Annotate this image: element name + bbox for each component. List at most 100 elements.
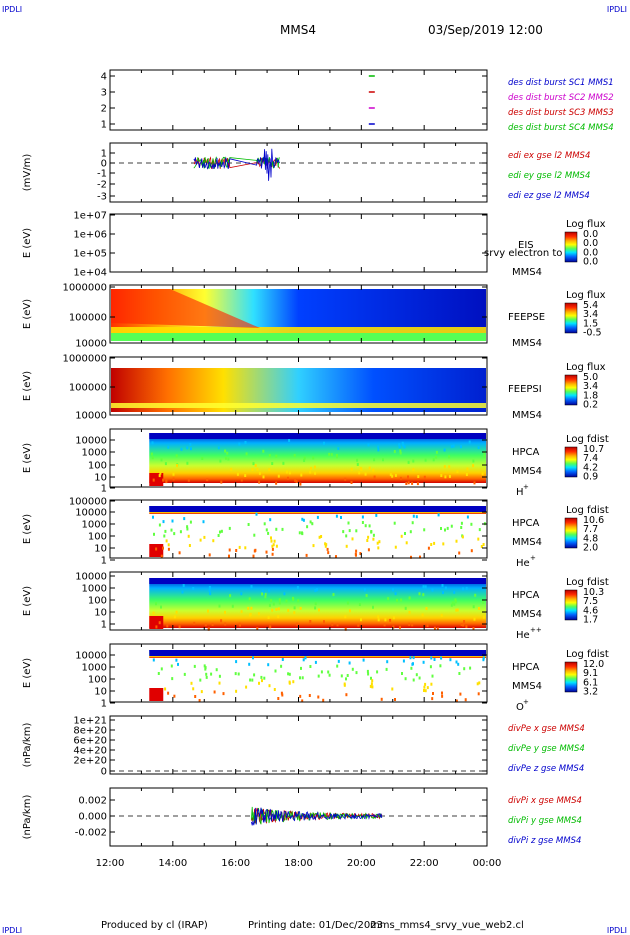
ytick-label: 1000 xyxy=(82,448,107,459)
spectrogram-pixel xyxy=(248,662,251,666)
spectrogram-pixel xyxy=(408,622,411,626)
spectrogram-pixel xyxy=(368,466,371,470)
spectrogram-pixel xyxy=(483,454,486,458)
spectrogram-pixel xyxy=(337,447,340,450)
colorbar-label: 1.7 xyxy=(583,615,598,626)
colorbar-label: 7.4 xyxy=(583,453,598,464)
spectrogram-pixel xyxy=(450,603,453,607)
spectrogram-pixel xyxy=(481,472,484,476)
ylabel: (nPa/km) xyxy=(22,795,33,840)
footer-printing-date: Printing date: 01/Dec/2023 xyxy=(248,920,384,931)
spectrogram-pixel xyxy=(422,660,425,664)
spectrogram-pixel xyxy=(175,658,178,662)
spectrogram-pixel xyxy=(424,458,427,462)
spectrogram-pixel xyxy=(408,610,411,614)
time-tick-label: 14:00 xyxy=(158,858,187,869)
spectrogram-pixel xyxy=(217,446,220,450)
spectrogram-top-band xyxy=(149,650,487,656)
ytick-label: 100000 xyxy=(69,313,107,324)
spectrogram-pixel xyxy=(372,605,374,609)
ytick-label: 1000 xyxy=(82,520,107,531)
spectrogram-pixel xyxy=(288,471,291,475)
spectrogram-pixel xyxy=(256,467,259,471)
spectrogram-pixel xyxy=(258,681,260,685)
ylabel: E (eV) xyxy=(22,586,33,616)
spectrogram-pixel xyxy=(240,610,243,614)
spectrogram-pixel xyxy=(458,551,461,555)
spectrogram-pixel xyxy=(336,623,339,627)
spectrogram-pixel xyxy=(325,543,328,547)
panel-frame xyxy=(109,142,488,203)
spectrogram-pixel xyxy=(171,677,174,681)
spectrogram-pixel xyxy=(292,597,295,601)
spectrogram-pixel xyxy=(336,664,339,668)
spectrogram-pixel xyxy=(454,598,457,602)
spectrogram-pixel xyxy=(275,454,278,458)
spectrogram-pixel xyxy=(393,450,396,454)
spectrogram-pixel xyxy=(271,462,274,465)
instrument-label: FEEPSE xyxy=(508,312,545,323)
spectrogram-pixel xyxy=(460,445,462,449)
ytick-label: 6e+20 xyxy=(73,736,107,747)
ylabel: E (eV) xyxy=(22,443,33,473)
colorbar-label: 10.7 xyxy=(583,444,604,455)
spectrogram-pixel xyxy=(404,677,407,681)
spectrogram-pixel xyxy=(478,681,481,685)
spectrogram-fill xyxy=(149,578,487,628)
species-charge: + xyxy=(530,554,536,562)
spectrogram-pixel xyxy=(217,534,220,537)
spectrogram-pixel xyxy=(393,521,396,525)
spectrogram-pixel xyxy=(234,672,237,676)
spectrogram-pixel xyxy=(256,627,259,631)
spectrogram-pixel xyxy=(263,676,266,680)
spectrogram-pixel xyxy=(377,546,380,550)
spectrogram-pixel xyxy=(220,529,223,533)
spectrogram-pixel xyxy=(431,697,434,701)
spectrogram-pixel xyxy=(436,627,439,631)
spectrogram-pixel xyxy=(224,610,226,614)
spectrogram-pixel xyxy=(244,546,247,550)
spectrogram-pixel xyxy=(175,454,178,458)
panel-feepse: 1000000 100000 10000 E (eV) FEEPSE MMS4 Log fl… xyxy=(22,283,606,350)
spectrogram-pixel xyxy=(383,623,386,627)
spectrogram-pixel xyxy=(189,443,192,446)
spectrogram-pixel xyxy=(373,458,376,462)
spectrogram-pixel xyxy=(240,478,243,482)
ytick-label: 4 xyxy=(101,72,107,83)
spectrogram-pixel xyxy=(189,520,192,524)
spectrogram-pixel xyxy=(310,466,312,470)
species-label: He xyxy=(516,558,530,569)
spectrogram-pixel xyxy=(411,662,414,666)
spectrogram-pixel xyxy=(472,605,475,609)
spectrogram-pixel xyxy=(394,592,397,596)
panel-divpi: 0.002 0.000 -0.002 (nPa/km) divPi x gse MMS4… xyxy=(22,787,582,847)
spectrogram-pixel xyxy=(405,541,408,545)
spectrogram-pixel xyxy=(412,459,415,463)
spectrogram-pixel xyxy=(358,603,361,606)
spectrogram-pixel xyxy=(356,458,359,462)
spectrogram-pixel xyxy=(235,689,238,693)
spectrogram-pixel xyxy=(263,522,266,526)
spectrogram-pixel xyxy=(164,529,167,533)
spectrogram-pixel xyxy=(218,674,221,678)
spectrogram-pixel xyxy=(250,606,253,610)
legend-item: divPi y gse MMS4 xyxy=(508,816,582,826)
ytick-label: 1e+06 xyxy=(73,230,107,241)
spectrogram-pixel xyxy=(179,530,182,534)
instrument-label: HPCA xyxy=(512,662,540,673)
spectrogram-pixel xyxy=(252,656,254,660)
spectrogram-pixel xyxy=(224,449,227,453)
spectrogram-pixel xyxy=(157,672,160,675)
spectrogram-pixel xyxy=(268,589,271,593)
colorbar-label: 2.0 xyxy=(583,543,598,554)
spectrogram-pixel xyxy=(469,666,472,670)
spectrogram-pixel xyxy=(277,697,280,700)
spectrogram-pixel xyxy=(458,672,461,675)
spectrogram-pixel xyxy=(228,554,230,558)
spectrogram-pixel xyxy=(170,528,173,532)
spectrogram-pixel xyxy=(237,672,240,676)
colorbar-label: 4.2 xyxy=(583,462,598,473)
spectrogram-pixel xyxy=(355,529,358,533)
spectrogram-pixel xyxy=(482,658,485,662)
spectrogram-pixel xyxy=(175,610,178,614)
